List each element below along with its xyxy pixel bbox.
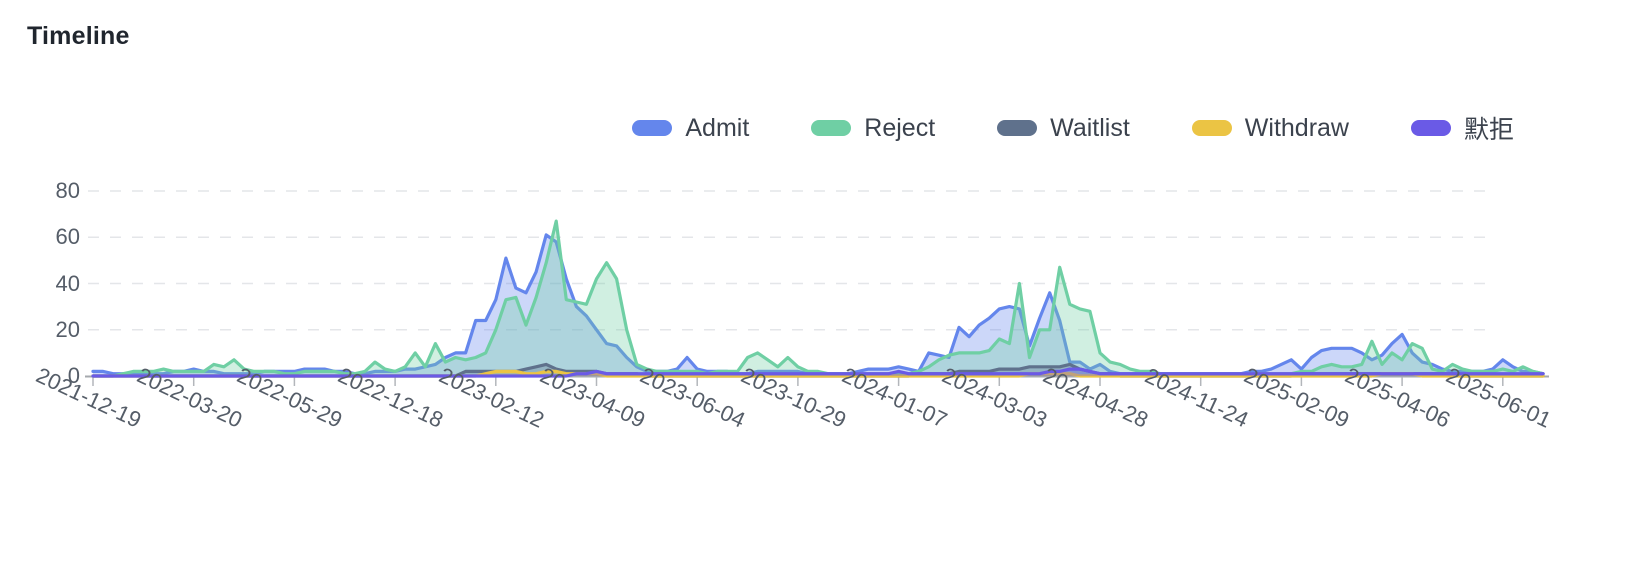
legend-swatch-admit bbox=[632, 120, 673, 136]
legend-item-reject[interactable]: Reject bbox=[811, 114, 935, 143]
legend-item-withdraw[interactable]: Withdraw bbox=[1191, 113, 1349, 143]
series-layer bbox=[91, 219, 1545, 378]
series-moju-line bbox=[91, 367, 1545, 378]
legend-item-moju[interactable]: 默拒 bbox=[1410, 110, 1514, 146]
series-withdraw-area bbox=[93, 371, 1544, 376]
legend-label-moju: 默拒 bbox=[1463, 116, 1514, 144]
series-reject-area bbox=[93, 221, 1544, 376]
legend-item-admit[interactable]: Admit bbox=[632, 114, 749, 143]
legend-swatch-waitlist bbox=[997, 120, 1038, 136]
legend-item-waitlist[interactable]: Waitlist bbox=[997, 114, 1130, 143]
legend-swatch-moju bbox=[1410, 120, 1451, 136]
chart-title: Timeline bbox=[27, 22, 130, 50]
legend: Admit Reject Waitlist Withdraw 默拒 bbox=[0, 110, 1514, 146]
axis-tick-layer bbox=[92, 377, 1504, 386]
series-admit-area bbox=[93, 234, 1544, 376]
legend-label-admit: Admit bbox=[685, 113, 750, 142]
legend-label-withdraw: Withdraw bbox=[1244, 113, 1349, 142]
legend-swatch-reject bbox=[811, 120, 852, 136]
legend-label-reject: Reject bbox=[864, 113, 936, 142]
legend-swatch-withdraw bbox=[1191, 120, 1232, 136]
legend-label-waitlist: Waitlist bbox=[1050, 113, 1130, 142]
series-reject-line bbox=[91, 219, 1545, 378]
gridline-layer bbox=[88, 190, 1492, 331]
